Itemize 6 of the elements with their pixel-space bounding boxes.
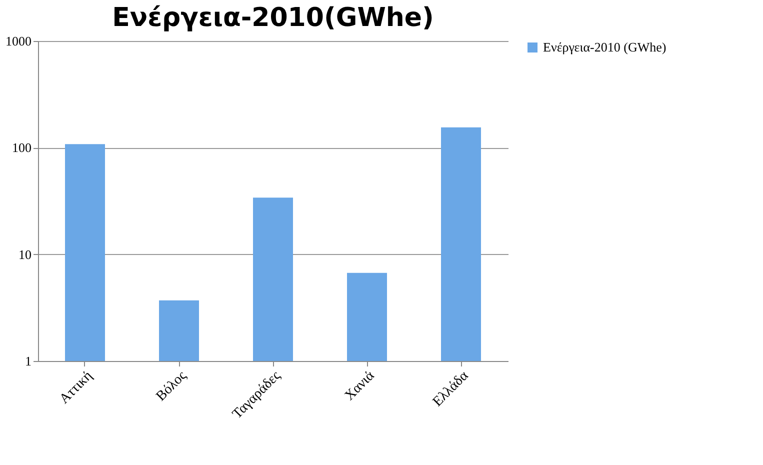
- chart-title: Ενέργεια-2010(GWhe): [112, 3, 434, 33]
- y-tick-label: 10: [18, 246, 32, 262]
- legend-label: Ενέργεια-2010 (GWhe): [543, 40, 666, 54]
- y-tick-label: 1000: [6, 34, 32, 48]
- y-tick-label: 100: [12, 140, 32, 156]
- y-tick-label: 1: [25, 354, 32, 368]
